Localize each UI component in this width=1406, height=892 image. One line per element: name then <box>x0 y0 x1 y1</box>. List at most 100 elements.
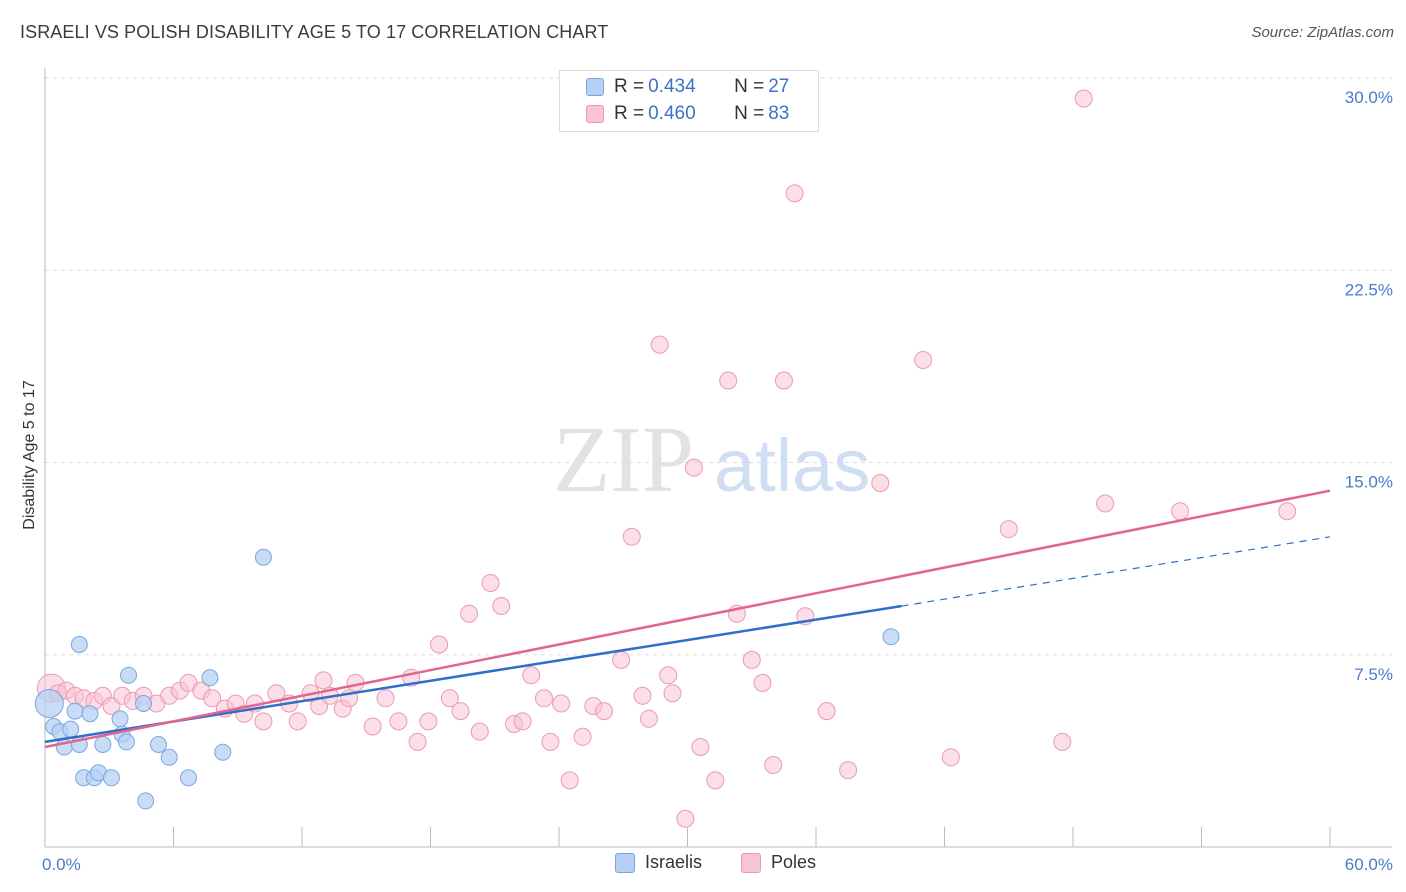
y-axis-label: Disability Age 5 to 17 <box>21 380 38 530</box>
poles-point-63 <box>684 458 703 477</box>
y-tick-label-1: 15.0% <box>1345 473 1393 492</box>
israelis-point-25 <box>254 548 272 566</box>
tick-labels: 7.5% 15.0% 22.5% 30.0% 0.0% 60.0% <box>42 88 1393 874</box>
series-legend: Israelis Poles <box>0 852 1406 878</box>
poles-point-51 <box>560 771 579 790</box>
chart-title: ISRAELI VS POLISH DISABILITY AGE 5 TO 17… <box>20 22 609 42</box>
poles-point-36 <box>408 732 427 751</box>
poles-point-54 <box>595 702 613 721</box>
poles-swatch <box>586 105 604 123</box>
x-tick-label-max: 60.0% <box>1345 855 1393 874</box>
poles-point-24 <box>288 712 307 731</box>
israelis-r-label: R = <box>614 76 645 97</box>
israelis-point-17 <box>120 666 137 684</box>
poles-point-41 <box>460 604 479 623</box>
poles-point-68 <box>742 650 761 669</box>
israelis-point-13 <box>102 769 120 787</box>
poles-point-43 <box>481 574 500 592</box>
poles-point-50 <box>552 694 571 713</box>
poles-point-16 <box>203 689 222 708</box>
poles-n-value: 83 <box>768 103 790 124</box>
poles-point-65 <box>706 771 725 790</box>
poles-point-75 <box>839 761 858 780</box>
poles-point-59 <box>650 335 669 354</box>
poles-point-42 <box>470 722 489 741</box>
israelis-point-0 <box>34 689 64 718</box>
israelis-point-20 <box>150 736 167 753</box>
poles-point-56 <box>622 527 641 546</box>
poles-point-57 <box>633 686 652 705</box>
israelis-point-22 <box>180 769 197 787</box>
israelis-point-14 <box>111 710 129 728</box>
israelis-point-23 <box>201 669 219 687</box>
poles-point-62 <box>676 809 695 828</box>
israelis-point-9 <box>81 705 99 723</box>
legend-row-poles: R = 0.460 N = 83 <box>586 101 789 127</box>
israelis-n-label: N = <box>734 76 765 97</box>
poles-point-34 <box>389 712 408 731</box>
watermark-zip: ZIP <box>553 408 694 512</box>
poles-legend-label: Poles <box>771 852 817 872</box>
poles-point-27 <box>314 671 333 690</box>
series-legend-israelis: Israelis <box>615 852 702 873</box>
israelis-trend-extension <box>901 536 1331 607</box>
poles-legend-swatch <box>741 852 761 873</box>
poles-point-79 <box>999 520 1018 539</box>
watermark: ZIP atlas <box>553 408 870 512</box>
poles-point-70 <box>764 756 783 774</box>
poles-point-61 <box>663 684 682 703</box>
poles-point-55 <box>612 650 631 669</box>
poles-point-71 <box>774 371 793 390</box>
poles-point-47 <box>522 666 541 685</box>
poles-point-60 <box>659 666 678 685</box>
israelis-legend-label: Israelis <box>645 852 703 872</box>
poles-point-39 <box>440 689 459 708</box>
poles-point-33 <box>376 689 395 708</box>
correlation-legend: R = 0.434 N = 27 R = 0.460 N = 83 <box>559 70 819 132</box>
poles-point-58 <box>639 709 658 728</box>
israelis-r-value: 0.434 <box>648 76 696 97</box>
poles-point-49 <box>541 732 560 751</box>
trend-layer <box>44 489 1331 749</box>
poles-point-81 <box>1074 89 1093 108</box>
israelis-point-18 <box>135 695 152 712</box>
israelis-point-26 <box>882 628 900 646</box>
poles-point-66 <box>719 371 738 390</box>
poles-r-label: R = <box>614 103 645 124</box>
poles-point-74 <box>817 702 836 721</box>
israelis-point-21 <box>160 748 178 766</box>
series-legend-poles: Poles <box>741 852 816 873</box>
points-layer <box>34 89 1297 828</box>
poles-point-38 <box>430 635 449 654</box>
grid-layer <box>45 77 1392 656</box>
israelis-swatch <box>586 78 604 96</box>
israelis-point-4 <box>62 720 80 738</box>
israelis-point-16 <box>117 733 135 751</box>
poles-point-21 <box>254 712 273 731</box>
watermark-atlas: atlas <box>714 424 870 507</box>
poles-point-78 <box>941 748 960 767</box>
poles-n-label: N = <box>734 103 765 124</box>
poles-point-83 <box>1171 502 1190 521</box>
poles-point-32 <box>363 717 382 736</box>
israelis-point-19 <box>137 792 155 810</box>
poles-point-80 <box>1053 732 1072 751</box>
poles-point-44 <box>492 597 511 615</box>
x-tick-label-min: 0.0% <box>42 855 81 874</box>
y-tick-label-2: 22.5% <box>1345 280 1393 299</box>
poles-point-52 <box>573 727 592 746</box>
israelis-point-24 <box>214 743 232 761</box>
poles-point-48 <box>535 689 553 708</box>
y-tick-label-0: 7.5% <box>1354 665 1393 684</box>
axis-layer <box>44 68 1392 848</box>
poles-trend-line <box>44 489 1331 749</box>
poles-point-40 <box>451 702 470 721</box>
israelis-legend-swatch <box>615 852 635 873</box>
poles-point-72 <box>785 184 804 203</box>
poles-point-76 <box>871 474 890 492</box>
israelis-point-12 <box>94 736 112 753</box>
poles-r-value: 0.460 <box>648 103 696 124</box>
poles-point-82 <box>1096 494 1115 513</box>
poles-point-37 <box>419 712 438 731</box>
